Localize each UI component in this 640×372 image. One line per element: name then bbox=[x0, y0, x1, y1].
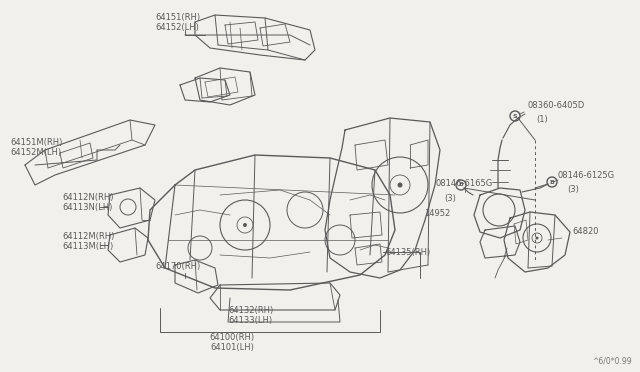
Text: 08146-6125G: 08146-6125G bbox=[558, 170, 615, 180]
Text: 08146-6165G: 08146-6165G bbox=[435, 180, 492, 189]
Text: B: B bbox=[459, 183, 463, 187]
Circle shape bbox=[397, 183, 403, 187]
Text: 64151(RH)
64152(LH): 64151(RH) 64152(LH) bbox=[155, 13, 200, 32]
Text: 64135(RH): 64135(RH) bbox=[385, 248, 430, 257]
Text: 64132(RH)
64133(LH): 64132(RH) 64133(LH) bbox=[228, 306, 273, 326]
Text: (3): (3) bbox=[444, 194, 456, 203]
Text: ^6/0*0.99: ^6/0*0.99 bbox=[593, 356, 632, 365]
Text: 14952: 14952 bbox=[424, 208, 450, 218]
Text: 64151M(RH)
64152M(LH): 64151M(RH) 64152M(LH) bbox=[10, 138, 62, 157]
Circle shape bbox=[243, 223, 247, 227]
Text: 08360-6405D: 08360-6405D bbox=[527, 100, 584, 109]
Text: (3): (3) bbox=[567, 185, 579, 194]
Text: 64112N(RH)
64113N(LH): 64112N(RH) 64113N(LH) bbox=[62, 193, 113, 212]
Text: S: S bbox=[513, 113, 517, 119]
Text: 64170(RH): 64170(RH) bbox=[155, 262, 200, 271]
Circle shape bbox=[536, 237, 538, 240]
Text: B: B bbox=[550, 180, 554, 185]
Text: 64100(RH)
64101(LH): 64100(RH) 64101(LH) bbox=[209, 333, 255, 352]
Text: 64112M(RH)
64113M(LH): 64112M(RH) 64113M(LH) bbox=[62, 232, 115, 251]
Text: 64820: 64820 bbox=[572, 228, 598, 237]
Text: (1): (1) bbox=[536, 115, 548, 124]
